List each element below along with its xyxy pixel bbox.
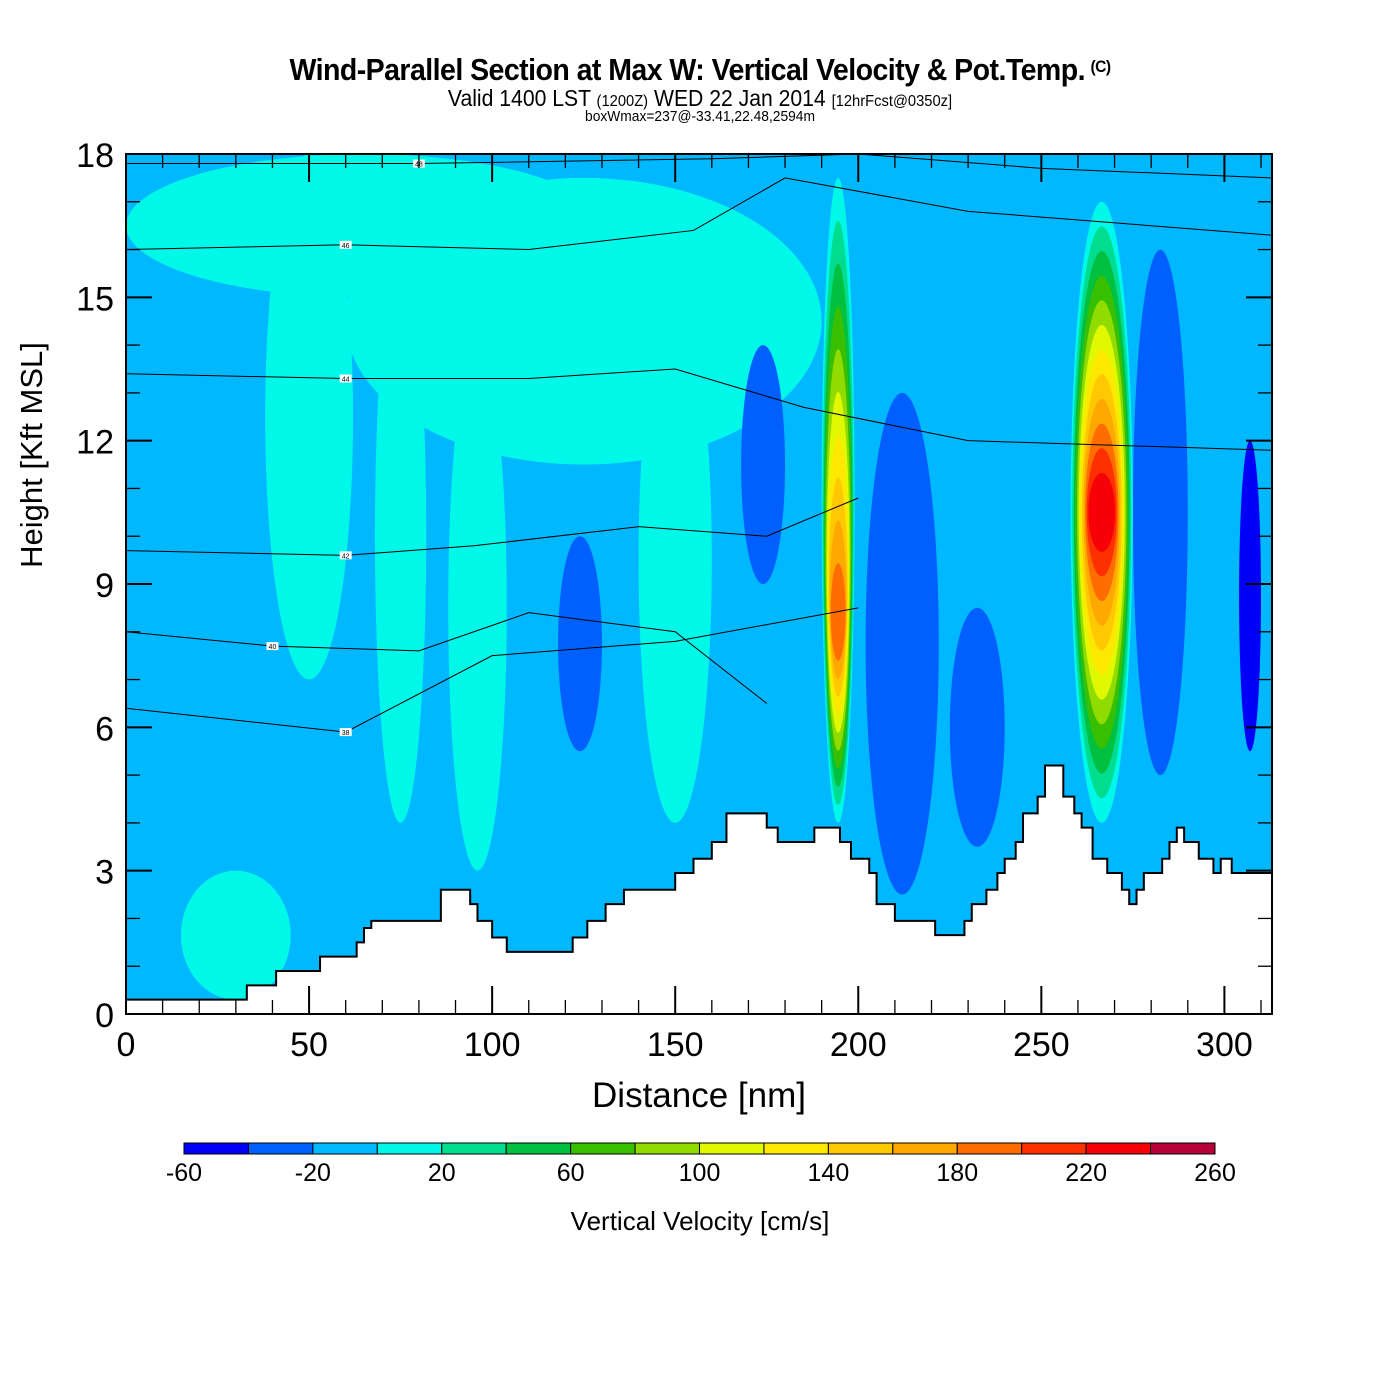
- y-tick-label: 9: [95, 567, 114, 605]
- colorbar-tick-label: 140: [808, 1159, 850, 1187]
- streak-2: [374, 249, 427, 823]
- isentrope-label: 38: [342, 730, 350, 737]
- isentrope-label: 44: [342, 377, 350, 384]
- isentrope-40: [126, 612, 768, 704]
- x-tick-label: 50: [290, 1026, 328, 1064]
- updraft-level-221: [1088, 472, 1116, 552]
- isentrope-label-box: [339, 551, 352, 560]
- valid-time-utc: (1200Z): [596, 93, 649, 110]
- x-tick-label: 0: [117, 1026, 136, 1064]
- colorbar-segment: [247, 1142, 314, 1155]
- colorbar-segment: [763, 1142, 829, 1155]
- y-tick-label: 15: [76, 280, 114, 318]
- box-wmax-annotation: boxWmax=237@-33.41,22.48,2594m: [585, 108, 815, 125]
- colorbar-segment: [505, 1142, 572, 1155]
- colorbar-segment: [699, 1142, 765, 1155]
- potential-temperature-contours: 384042444648: [126, 154, 1272, 737]
- valid-time-local: Valid 1400 LST: [447, 85, 591, 111]
- updraft-core: [821, 177, 855, 823]
- isentrope-42: [126, 497, 859, 556]
- colorbar: -60 -20 20 60 100 140 180 220 260: [166, 1142, 1236, 1187]
- colorbar-label-text: Vertical Velocity [cm/s]: [570, 1206, 830, 1236]
- y-tick-label: 3: [95, 854, 114, 892]
- x-tick-label: 250: [1013, 1026, 1070, 1064]
- colorbar-segment: [1150, 1142, 1216, 1155]
- downdraft-a: [558, 536, 602, 752]
- lowlevel-left: [180, 870, 291, 1000]
- y-tick-label: 0: [95, 997, 114, 1035]
- plot-axes: 0 50 100 150 200 250 300 0 3 6 9 12 15 18: [76, 137, 1273, 1064]
- streak-4: [638, 297, 712, 823]
- colorbar-tick-label: 180: [936, 1159, 978, 1187]
- colorbar-segment: [376, 1142, 443, 1155]
- isentrope-label-box: [339, 728, 352, 737]
- colorbar-tick-label: -20: [295, 1159, 331, 1187]
- colorbar-tick-label: -60: [166, 1159, 202, 1187]
- colorbar-label: Vertical Velocity [cm/s]: [0, 1206, 1400, 1237]
- terrain-fill: [126, 764, 1272, 1014]
- chart-subtitle: Valid 1400 LST (1200Z) WED 22 Jan 2014 […: [56, 85, 1344, 112]
- downdraft-f: [1239, 440, 1262, 752]
- isentrope-label-box: [339, 240, 352, 249]
- updraft-core: [1070, 201, 1133, 823]
- streak-1: [265, 154, 354, 680]
- x-axis-label: Distance [nm]: [0, 1076, 1400, 1116]
- colorbar-tick-label: 20: [428, 1159, 456, 1187]
- isentrope-label: 46: [342, 243, 350, 250]
- x-tick-label: 300: [1196, 1026, 1253, 1064]
- isentrope-label: 40: [269, 644, 277, 651]
- colorbar-tick-label: 260: [1194, 1159, 1236, 1187]
- colorbar-segment: [827, 1142, 894, 1155]
- colorbar-segment: [1085, 1142, 1152, 1155]
- isentrope-label-box: [339, 374, 352, 383]
- colorbar-segment: [183, 1142, 249, 1155]
- y-tick-label: 6: [95, 710, 114, 748]
- colorbar-segment: [1021, 1142, 1087, 1155]
- x-tick-label: 150: [647, 1026, 704, 1064]
- colorbar-tick-label: 60: [557, 1159, 585, 1187]
- colorbar-segment: [892, 1142, 958, 1155]
- colorbar-tick-label: 100: [679, 1159, 721, 1187]
- downdraft-e: [1132, 249, 1188, 776]
- colorbar-segment: [441, 1142, 507, 1155]
- x-tick-label: 100: [464, 1026, 521, 1064]
- colorbar-segment: [570, 1142, 636, 1155]
- isentrope-label-box: [266, 642, 279, 651]
- x-axis-label-text: Distance [nm]: [592, 1076, 806, 1115]
- terrain-profile: [126, 764, 1272, 1014]
- colorbar-segment: [956, 1142, 1023, 1155]
- y-tick-label: 18: [76, 137, 114, 175]
- downdraft-d: [949, 607, 1005, 847]
- x-tick-label: 200: [830, 1026, 887, 1064]
- downdraft-c: [865, 392, 939, 895]
- colorbar-segment: [634, 1142, 700, 1155]
- colorbar-segment: [312, 1142, 378, 1155]
- valid-date: WED 22 Jan 2014: [653, 85, 826, 111]
- isentrope-label: 42: [342, 553, 350, 560]
- colorbar-tick-label: 220: [1065, 1159, 1107, 1187]
- chart-title: Wind-Parallel Section at Max W: Vertical…: [56, 52, 1344, 88]
- chart-title-text: Wind-Parallel Section at Max W: Vertical…: [289, 52, 1085, 87]
- downdraft-b: [741, 345, 786, 584]
- y-axis-label: Height [Kft MSL]: [14, 342, 49, 568]
- copyright-mark: (C): [1090, 57, 1111, 76]
- isentrope-38: [126, 607, 859, 733]
- streak-3: [448, 345, 507, 871]
- forecast-info: [12hrFcst@0350z]: [831, 93, 953, 110]
- y-tick-label: 12: [76, 424, 114, 462]
